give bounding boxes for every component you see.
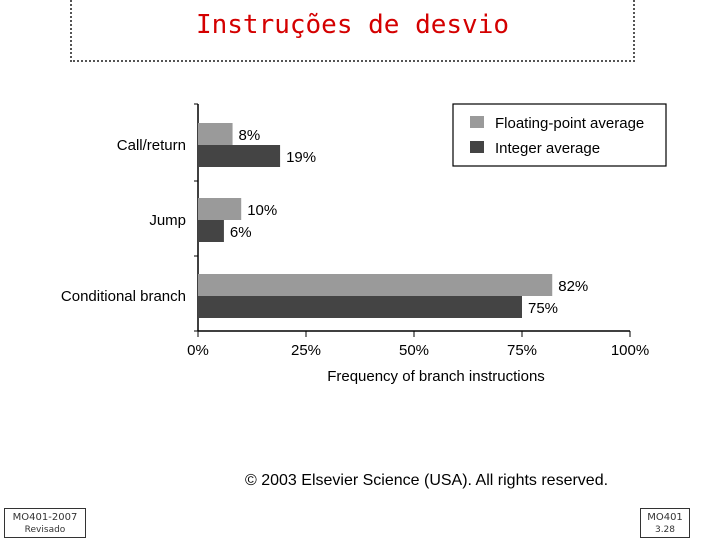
x-tick-label: 50% <box>399 342 429 359</box>
bar <box>198 220 224 242</box>
footer-course-code: MO401 <box>647 512 683 523</box>
bar <box>198 198 242 220</box>
bar-value-label: 10% <box>247 202 277 219</box>
footer-course-label: MO401-2007 <box>12 512 78 523</box>
bar-value-label: 8% <box>239 127 261 144</box>
category-label: Conditional branch <box>61 288 186 305</box>
x-tick-label: 75% <box>507 342 537 359</box>
bar-value-label: 82% <box>558 278 588 295</box>
category-label: Call/return <box>117 137 186 154</box>
legend-label: Floating-point average <box>495 115 644 132</box>
copyright-notice: © 2003 Elsevier Science (USA). All right… <box>245 472 609 489</box>
x-axis-title: Frequency of branch instructions <box>327 368 545 385</box>
footer-revision-label: Revisado <box>24 525 66 535</box>
legend-swatch <box>470 116 484 128</box>
bar <box>198 296 522 318</box>
legend-box <box>452 103 667 167</box>
x-tick-label: 0% <box>187 342 209 359</box>
x-tick-label: 100% <box>611 342 649 359</box>
footer-page-number: 3.28 <box>654 525 676 535</box>
title-box: Instruções de desvio <box>70 0 635 62</box>
category-label: Jump <box>149 212 186 229</box>
legend-label: Integer average <box>495 140 600 157</box>
x-tick-label: 25% <box>291 342 321 359</box>
bar-value-label: 75% <box>528 300 558 317</box>
footer-page-box: MO401 3.28 <box>640 508 690 538</box>
slide-title: Instruções de desvio <box>195 10 510 40</box>
bar <box>198 145 281 167</box>
bar <box>198 123 233 145</box>
bar <box>198 274 553 296</box>
bar-value-label: 19% <box>286 149 316 166</box>
bar-value-label: 6% <box>230 224 252 241</box>
footer-course-box: MO401-2007 Revisado <box>4 508 86 538</box>
legend-swatch <box>470 141 484 153</box>
